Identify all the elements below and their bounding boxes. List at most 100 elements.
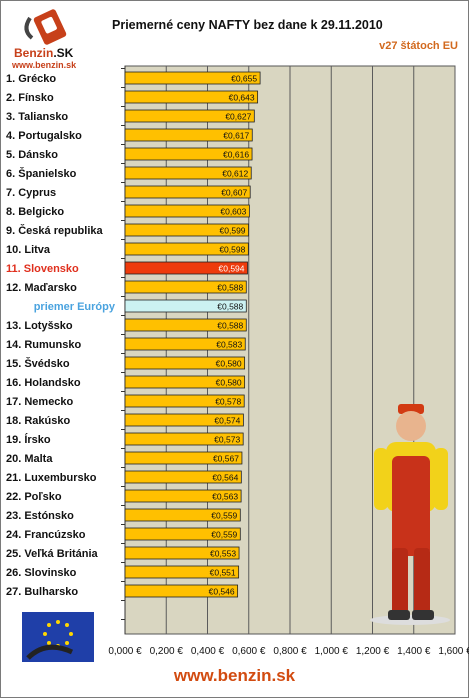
bar [124, 261, 248, 275]
fuel-nozzle-icon [24, 9, 67, 45]
bar-chart: 0,000 € 0,200 € 0,400 € 0,600 € 0,800 € 1,000… [6, 65, 469, 657]
category-label: 2. Fínsko [6, 92, 54, 104]
data-label: €0,588 [217, 321, 243, 331]
category-label: 17. Nemecko [6, 396, 74, 408]
bar [124, 375, 246, 389]
category-label: 25. Veľká Británia [6, 548, 99, 560]
x-tick-label: 0,400 € [191, 646, 225, 657]
bar [124, 508, 241, 522]
data-label: €0,627 [225, 112, 251, 122]
chart-subtitle: v27 štátoch EU [379, 40, 458, 52]
category-label: 15. Švédsko [6, 357, 70, 370]
category-label: 19. Írsko [6, 433, 51, 446]
bar [124, 337, 246, 351]
category-label: 13. Lotyšsko [6, 320, 73, 332]
data-label: €0,583 [216, 340, 242, 350]
logo-url: www.benzin.sk [12, 60, 77, 70]
data-label: €0,580 [216, 359, 242, 369]
category-label: 10. Litva [6, 244, 51, 256]
data-label: €0,559 [211, 530, 237, 540]
x-tick-label: 1,200 € [356, 646, 390, 657]
data-label: €0,607 [221, 188, 247, 198]
category-label: 14. Rumunsko [6, 339, 81, 351]
data-label: €0,546 [209, 587, 235, 597]
data-label: €0,588 [217, 283, 243, 293]
category-label: 26. Slovinsko [6, 567, 77, 579]
category-label: 11. Slovensko [6, 263, 79, 275]
bar [124, 318, 247, 332]
eu-flag-image [22, 612, 94, 662]
data-label: €0,580 [216, 378, 242, 388]
data-label: €0,616 [223, 150, 249, 160]
x-tick-label: 1,600 € [438, 646, 469, 657]
data-label: €0,567 [213, 454, 239, 464]
bar [124, 432, 244, 446]
category-label: 8. Belgicko [6, 206, 64, 218]
bar [124, 147, 253, 161]
bar [124, 489, 242, 503]
bar [124, 394, 245, 408]
bar [124, 527, 241, 541]
category-label: 27. Bulharsko [6, 586, 78, 598]
category-label: 12. Maďarsko [6, 282, 77, 294]
category-label: 4. Portugalsko [6, 130, 82, 142]
category-label: 22. Poľsko [6, 491, 62, 503]
category-label: 1. Grécko [6, 73, 56, 85]
category-label: 5. Dánsko [6, 149, 58, 161]
data-label: €0,655 [231, 74, 257, 84]
data-label: €0,563 [212, 492, 238, 502]
bar [124, 413, 244, 427]
bar [124, 451, 243, 465]
logo-text: Benzin.SK [14, 46, 74, 60]
bar [124, 546, 240, 560]
bar [124, 71, 261, 85]
data-label: €0,612 [222, 169, 248, 179]
bar [124, 90, 259, 104]
x-tick-label: 1,000 € [315, 646, 349, 657]
bar [124, 166, 252, 180]
data-label: €0,598 [219, 245, 245, 255]
category-label: 20. Malta [6, 453, 53, 465]
bar [124, 470, 242, 484]
category-label: priemer Európy [34, 301, 116, 313]
bar [124, 204, 250, 218]
data-label: €0,643 [229, 93, 255, 103]
data-label: €0,594 [219, 264, 245, 274]
x-tick-label: 1,400 € [397, 646, 431, 657]
data-label: €0,551 [210, 568, 236, 578]
x-tick-label: 0,800 € [273, 646, 307, 657]
data-label: €0,574 [214, 416, 240, 426]
category-label: 7. Cyprus [6, 187, 56, 199]
bar [124, 280, 247, 294]
x-tick-label: 0,000 € [108, 646, 142, 657]
fuel-attendant-illustration [370, 404, 450, 625]
data-label: €0,603 [220, 207, 246, 217]
bar [124, 109, 255, 123]
data-label: €0,599 [220, 226, 246, 236]
data-label: €0,564 [212, 473, 238, 483]
bar [124, 584, 239, 598]
data-label: €0,559 [211, 511, 237, 521]
category-label: 9. Česká republika [6, 224, 103, 237]
bar [124, 356, 246, 370]
data-label: €0,617 [223, 131, 249, 141]
data-label: €0,578 [215, 397, 241, 407]
category-label: 24. Francúzsko [6, 529, 86, 541]
category-label: 23. Estónsko [6, 510, 74, 522]
category-label: 3. Taliansko [6, 111, 68, 123]
data-label: €0,573 [214, 435, 240, 445]
benzin-logo[interactable]: Benzin.SK www.benzin.sk [10, 8, 90, 70]
footer-url[interactable]: www.benzin.sk [173, 666, 296, 685]
bar [124, 242, 249, 256]
bar [124, 128, 253, 142]
chart-title: Priemerné ceny NAFTY bez dane k 29.11.20… [112, 18, 383, 32]
data-label: €0,553 [210, 549, 236, 559]
x-tick-label: 0,600 € [232, 646, 266, 657]
category-label: 18. Rakúsko [6, 415, 70, 427]
data-label: €0,588 [217, 302, 243, 312]
category-label: 21. Luxembursko [6, 472, 97, 484]
bar [124, 185, 251, 199]
category-label: 6. Španielsko [6, 167, 77, 180]
category-label: 16. Holandsko [6, 377, 81, 389]
bar [124, 565, 240, 579]
